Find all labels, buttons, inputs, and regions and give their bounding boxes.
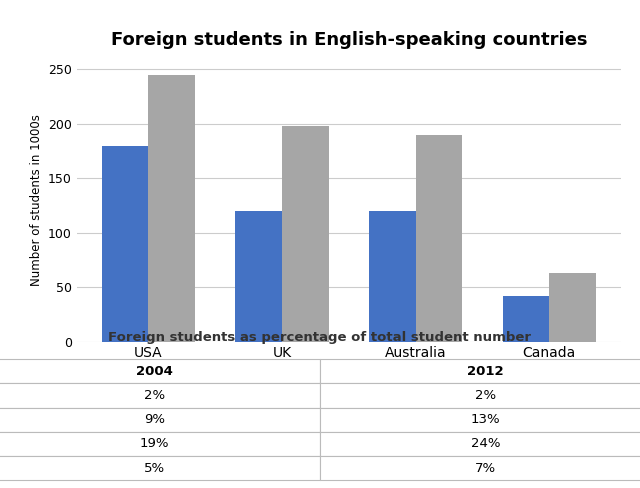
Bar xyxy=(369,211,415,342)
Bar xyxy=(148,75,195,342)
Bar xyxy=(549,273,596,342)
Legend: 2004, 2012: 2004, 2012 xyxy=(286,375,412,398)
Bar xyxy=(415,135,463,342)
Bar xyxy=(102,145,148,342)
Bar xyxy=(502,296,549,342)
Bar xyxy=(235,211,282,342)
Y-axis label: Number of students in 1000s: Number of students in 1000s xyxy=(29,114,42,286)
Bar xyxy=(282,126,329,342)
Title: Foreign students in English-speaking countries: Foreign students in English-speaking cou… xyxy=(111,31,587,49)
Text: Foreign students as percentage of total student number: Foreign students as percentage of total … xyxy=(109,331,531,344)
